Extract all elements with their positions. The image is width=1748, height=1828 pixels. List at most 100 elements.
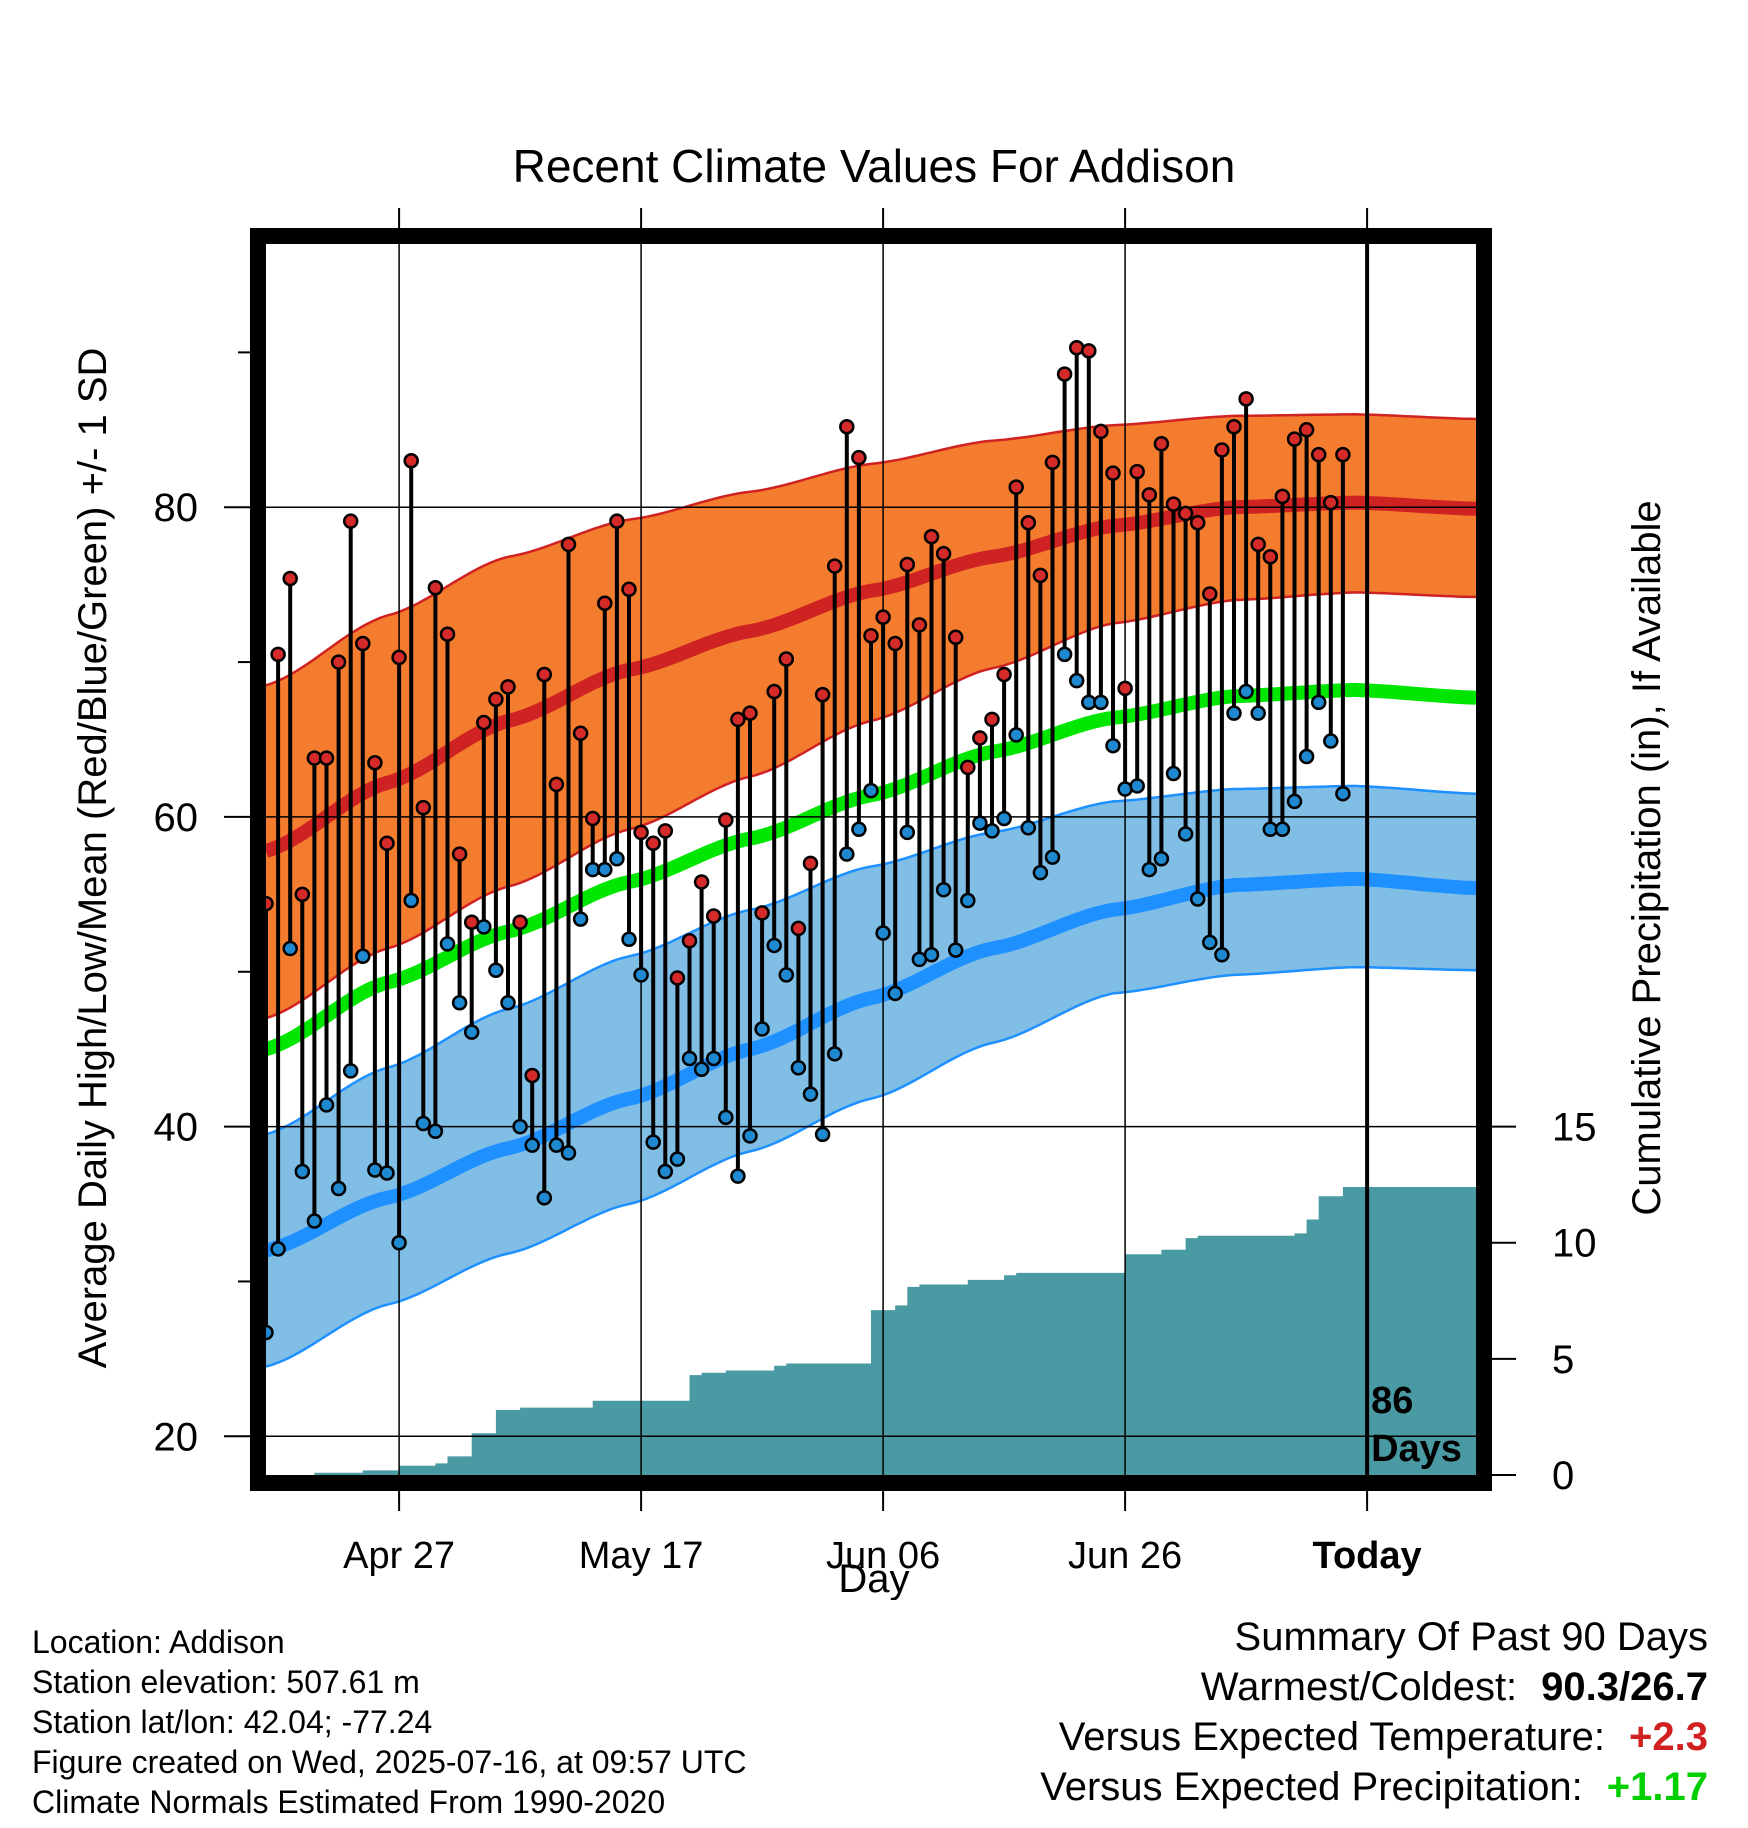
warmest-coldest-value: 90.3/26.7 <box>1541 1665 1708 1709</box>
summary-precip: Versus Expected Precipitation: +1.17 <box>1040 1762 1708 1812</box>
daily-low-point <box>645 1134 661 1150</box>
y-axis-label-right: Cumulative Precipitation (in), If Availa… <box>1625 500 1669 1215</box>
daily-low-point <box>947 942 964 958</box>
daily-low-point <box>1250 705 1266 721</box>
daily-high-point <box>814 686 831 703</box>
daily-high-point <box>669 970 686 986</box>
daily-high-point <box>1008 479 1024 495</box>
daily-low-point <box>294 1163 311 1180</box>
days-count-label: 86 <box>1371 1380 1413 1422</box>
daily-high-point <box>1323 494 1339 511</box>
precip-anomaly-value: +1.17 <box>1606 1765 1708 1809</box>
daily-high-point <box>645 835 661 851</box>
y-tick-label-left: 40 <box>154 1106 199 1150</box>
daily-high-point <box>1093 423 1109 440</box>
daily-low-point <box>355 948 371 965</box>
daily-low-point <box>887 985 903 1002</box>
days-unit-label: Days <box>1371 1428 1462 1470</box>
daily-low-point <box>500 994 516 1011</box>
daily-high-point <box>427 580 444 596</box>
climate-chart: Recent Climate Values For Addison 86 Days… <box>71 140 1669 1600</box>
daily-low-point <box>512 1118 528 1135</box>
daily-low-point <box>802 1086 819 1102</box>
daily-high-point <box>548 776 565 793</box>
daily-high-point <box>875 609 891 625</box>
daily-low-point <box>379 1165 395 1181</box>
daily-high-point <box>597 595 613 611</box>
plot-area: 86 Days 20 40 60 80 Apr 27 May 17 Jun 06 Jun 26 To… <box>154 208 1597 1577</box>
daily-high-point <box>342 513 359 529</box>
low-minus-sd-line <box>266 965 1476 1368</box>
y-tick-label-right: 5 <box>1552 1338 1574 1382</box>
daily-low-point <box>814 1126 831 1143</box>
daily-low-point <box>1129 778 1145 794</box>
daily-high-point <box>1238 391 1254 407</box>
x-tick-label: Jun 26 <box>1068 1535 1182 1577</box>
daily-low-point <box>754 1021 770 1037</box>
daily-high-point <box>1153 435 1170 452</box>
daily-low-point <box>439 936 456 952</box>
daily-low-point <box>742 1128 758 1144</box>
daily-high-point <box>718 812 734 828</box>
daily-high-point <box>754 905 770 921</box>
daily-high-point <box>1202 586 1218 602</box>
daily-low-point <box>391 1234 407 1251</box>
daily-high-point <box>996 666 1012 683</box>
daily-high-point <box>415 799 432 816</box>
x-tick-label: May 17 <box>579 1535 704 1577</box>
daily-low-point <box>403 892 419 909</box>
elevation-text: Station elevation: 507.61 m <box>32 1664 420 1700</box>
daily-low-point <box>681 1050 698 1067</box>
daily-high-point <box>451 846 468 862</box>
daily-low-point <box>705 1050 722 1067</box>
daily-low-point <box>1226 705 1242 721</box>
daily-low-point <box>488 962 504 978</box>
daily-low-point <box>778 967 795 983</box>
daily-high-point <box>911 617 928 633</box>
daily-low-point <box>633 967 649 983</box>
daily-low-point <box>318 1097 335 1113</box>
summary-panel: Summary Of Past 90 Days Warmest/Coldest:… <box>1040 1612 1708 1812</box>
daily-low-point <box>863 782 879 799</box>
daily-high-point <box>899 556 916 573</box>
daily-low-point <box>548 1137 565 1153</box>
daily-low-point <box>1177 826 1194 842</box>
daily-high-point <box>887 635 903 652</box>
daily-high-point <box>972 730 988 746</box>
daily-low-point <box>972 815 988 831</box>
daily-low-point <box>463 1024 480 1040</box>
y-tick-label-left: 20 <box>154 1415 199 1459</box>
x-tick-label: Apr 27 <box>343 1535 455 1577</box>
summary-heading: Summary Of Past 90 Days <box>1234 1615 1708 1659</box>
daily-low-point <box>1310 694 1327 711</box>
daily-high-point <box>1250 536 1266 553</box>
daily-high-point <box>1189 514 1206 531</box>
daily-low-point <box>923 946 940 963</box>
daily-high-point <box>1117 680 1133 697</box>
daily-high-point <box>318 750 335 766</box>
warmest-coldest-label: Warmest/Coldest: <box>1200 1665 1518 1709</box>
daily-low-point <box>718 1109 734 1126</box>
temp-anomaly-value: +2.3 <box>1629 1715 1708 1759</box>
daily-high-point <box>705 908 722 924</box>
location-text: Location: Addison <box>32 1624 285 1660</box>
created-text: Figure created on Wed, 2025-07-16, at 09… <box>32 1744 747 1780</box>
daily-low-point <box>1189 891 1206 907</box>
daily-high-point <box>960 759 976 776</box>
daily-low-point <box>476 919 492 935</box>
low-normal-line <box>266 871 1476 1258</box>
daily-low-point <box>1032 864 1049 881</box>
daily-high-point <box>524 1067 540 1084</box>
daily-low-point <box>875 925 891 941</box>
y-tick-label-right: 10 <box>1552 1222 1597 1266</box>
daily-high-point <box>802 855 819 872</box>
daily-high-point <box>851 449 867 466</box>
daily-high-point <box>1214 442 1230 458</box>
daily-high-point <box>1226 418 1242 435</box>
daily-high-point <box>403 453 419 469</box>
daily-high-point <box>621 581 637 598</box>
daily-low-point <box>621 931 637 947</box>
daily-high-point <box>1274 488 1291 505</box>
daily-low-point <box>1214 946 1230 963</box>
low-sd-band <box>266 785 1476 1367</box>
